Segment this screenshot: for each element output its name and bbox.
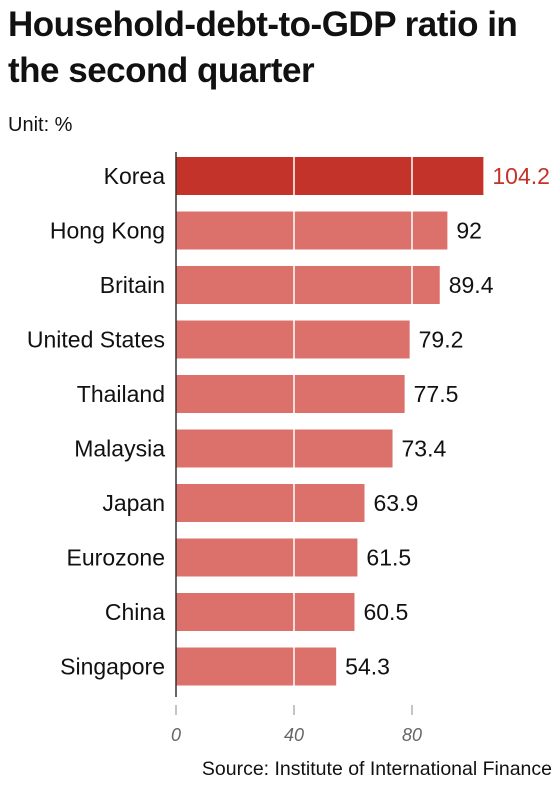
value-label-britain: 89.4 [449,272,494,298]
bar-singapore [176,647,337,686]
gridlines-group [293,152,413,697]
value-label-united-states: 79.2 [419,327,464,353]
category-label-hong-kong: Hong Kong [50,218,165,244]
bar-korea [176,157,484,195]
value-label-japan: 63.9 [374,490,419,516]
bar-china [176,593,355,631]
x-tick-label-80: 80 [402,725,422,745]
bar-britain [176,266,440,304]
bars-group [176,157,484,686]
bar-eurozone [176,538,358,577]
bar-japan [176,484,365,522]
value-label-korea: 104.2 [492,163,550,189]
x-tick-label-0: 0 [171,725,181,745]
source-note: Source: Institute of International Finan… [201,758,552,780]
chart-title: Household-debt-to-GDP ratio in the secon… [8,5,518,90]
category-label-china: China [105,599,165,625]
category-label-malaysia: Malaysia [74,436,165,462]
bar-thailand [176,375,405,413]
labels-group: Korea 104.2 Hong Kong 92 Britain 89.4 United S… [27,163,550,680]
bar-united-states [176,320,410,359]
category-label-japan: Japan [102,490,165,516]
value-label-eurozone: 61.5 [366,545,411,571]
axis-group: 0 40 80 [171,152,422,745]
value-label-china: 60.5 [363,599,408,625]
category-label-eurozone: Eurozone [67,545,165,571]
value-label-malaysia: 73.4 [402,436,447,462]
category-label-britain: Britain [100,272,165,298]
value-label-singapore: 54.3 [345,654,390,680]
category-label-korea: Korea [104,163,166,189]
category-label-thailand: Thailand [77,381,165,407]
category-label-singapore: Singapore [60,654,165,680]
value-label-hong-kong: 92 [456,218,482,244]
x-tick-label-40: 40 [284,725,304,745]
bar-malaysia [176,429,393,468]
value-label-thailand: 77.5 [414,381,459,407]
unit-label: Unit: % [8,114,73,136]
category-label-united-states: United States [27,327,165,353]
bar-hong-kong [176,211,448,250]
